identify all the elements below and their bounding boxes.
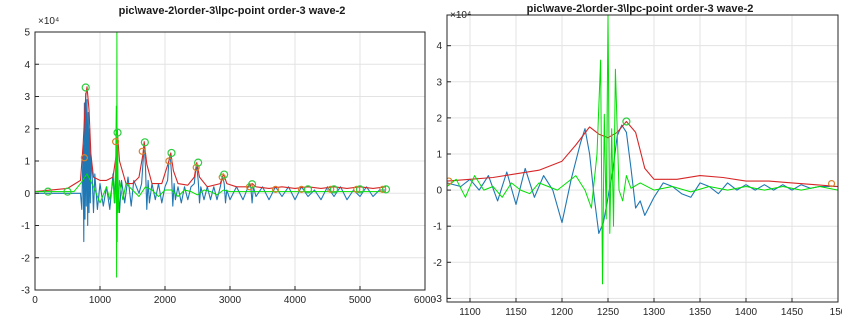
orange-marker [192,163,200,172]
chart-title: pic\wave-2\order-3\lpc-point order-3 wav… [527,3,754,15]
x-tick-label: 1450 [781,307,804,318]
y-tick-label: 4 [436,41,442,52]
y-tick-label: 3 [24,92,30,103]
y-tick-label: -1 [433,222,442,233]
y-exponent-label: ×10⁴ [38,16,59,27]
y-tick-label: 1 [24,157,30,168]
y-tick-label: 3 [436,77,442,88]
x-tick-label: 1100 [459,307,481,318]
series-group [447,15,838,285]
green-marker [381,185,391,194]
x-tick-label: 1000 [89,295,112,306]
y-tick-label: 2 [436,113,442,124]
chart-panel-1: 0 1000 2000 3000 4000 5000 6000 -3 -2 -1 0 1 2 3 4 5 ×10… [21,5,436,306]
green-marker [220,170,229,179]
x-tick-label: 1400 [735,307,758,318]
y-tick-label: -2 [433,258,442,269]
y-tick-label: 1 [436,149,442,160]
green-marker [113,128,122,137]
chart-panel-2: 1100 1150 1200 1250 1300 1350 1400 1450 150 -3 -2 -… [433,3,842,318]
series-envelope-line [35,86,387,193]
series-residual-line [447,15,838,285]
orange-marker [165,157,173,165]
y-tick-label: 0 [436,186,442,197]
y-tick-label: -3 [433,294,442,305]
green-marker [140,138,149,147]
x-tick-label: 1250 [597,307,620,318]
orange-marker [138,147,146,155]
series-envelope-line [447,120,838,188]
green-marker [43,187,53,196]
orange-marker [218,173,226,181]
orange-marker [80,154,89,162]
x-tick-label: 1200 [551,307,574,318]
series-group [35,32,391,278]
green-marker [622,117,631,126]
x-tick-label: 5000 [349,295,372,306]
green-marker [167,148,176,158]
green-marker [81,83,90,92]
orange-marker [379,185,387,193]
x-tick-label: 4000 [284,295,307,306]
green-marker [194,158,203,167]
y-tick-label: -1 [21,221,30,232]
x-tick-label: 2000 [154,295,177,306]
orange-marker [327,185,335,193]
orange-marker [447,177,453,185]
y-tick-label: 2 [24,124,30,135]
x-tick-label: 1300 [643,307,666,318]
series-signal-line [447,124,838,234]
green-marker [355,185,365,194]
x-tick-label: 6000 [414,295,437,306]
y-tick-label: 0 [24,189,30,200]
axes-box [446,14,839,303]
x-tick-label: 1150 [505,307,527,318]
orange-marker [353,185,361,193]
green-marker [329,185,339,194]
green-marker [63,187,72,196]
orange-marker [245,183,254,191]
y-tick-label: -2 [21,253,30,264]
y-exponent-label: ×10⁴ [450,10,471,21]
chart-title: pic\wave-2\order-3\lpc-point order-3 wav… [119,5,346,17]
orange-marker [271,185,280,193]
green-marker [248,180,257,189]
x-tick-label: 3000 [219,295,242,306]
green-marker [303,185,313,194]
x-tick-label: 1350 [689,307,712,318]
orange-marker [827,179,836,188]
x-tick-label: 0 [32,295,38,306]
y-tick-label: 4 [24,60,30,71]
series-residual-line [35,32,386,278]
y-tick-label: 5 [24,28,30,39]
orange-marker [111,138,120,146]
x-tick-label: 150 [830,307,842,318]
y-tick-label: -3 [21,286,30,297]
